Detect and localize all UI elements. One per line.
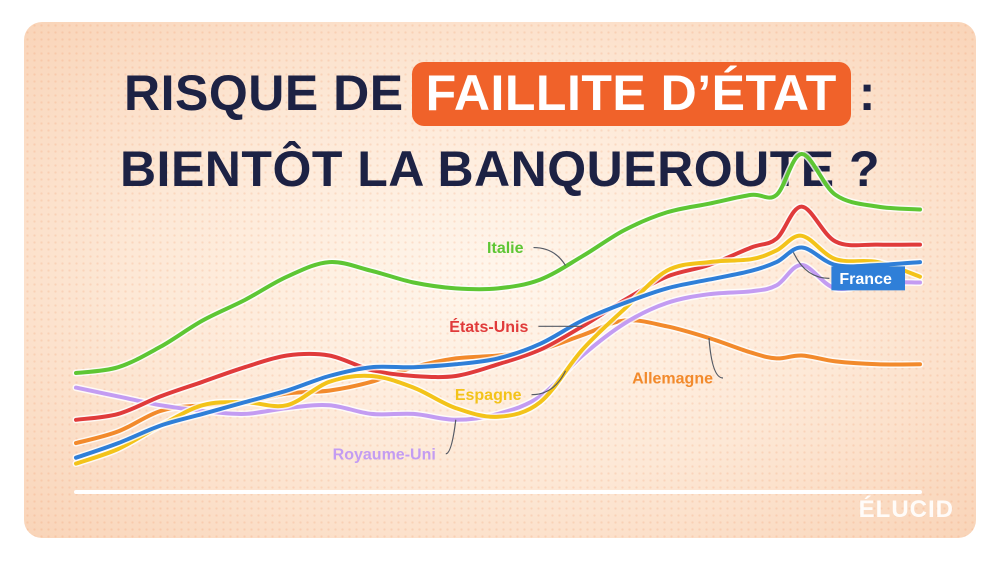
debt-line-chart: Italie États-Unis France Allemagne Royaume-U… (72, 150, 924, 494)
headline-prefix: RISQUE DE (124, 65, 404, 121)
series-label-france: France (839, 271, 892, 288)
thumbnail-card: RISQUE DE FAILLITE D’ÉTAT: BIENTÔT LA BAN… (24, 22, 976, 538)
series-line-royaume-uni (74, 263, 922, 422)
headline-colon: : (858, 65, 876, 121)
series-label-allemagne: Allemagne (632, 371, 713, 388)
series-line-espagne (74, 233, 922, 466)
elucid-logo: ÉLUCID (858, 496, 954, 523)
series-label-etats-unis: États-Unis (449, 317, 528, 336)
leader-france (792, 252, 830, 279)
label-box-france (831, 266, 905, 291)
series-halo-italie (72, 150, 924, 377)
series-line-france (74, 245, 922, 460)
series-label-italie: Italie (487, 240, 524, 257)
series-label-espagne: Espagne (455, 387, 522, 404)
leader-espagne (531, 370, 567, 396)
leader-italie (533, 246, 567, 266)
leader-allemagne (708, 337, 724, 379)
series-line-italie (74, 152, 922, 375)
leader-royaume-uni (445, 419, 457, 455)
series-label-royaume-uni: Royaume-Uni (333, 446, 436, 463)
headline-line-2: BIENTÔT LA BANQUEROUTE ? (119, 141, 881, 197)
headline-highlight: FAILLITE D’ÉTAT (411, 62, 851, 126)
headline-line-1: RISQUE DE FAILLITE D’ÉTAT: (24, 62, 976, 126)
series-line-etats-unis (74, 204, 922, 422)
